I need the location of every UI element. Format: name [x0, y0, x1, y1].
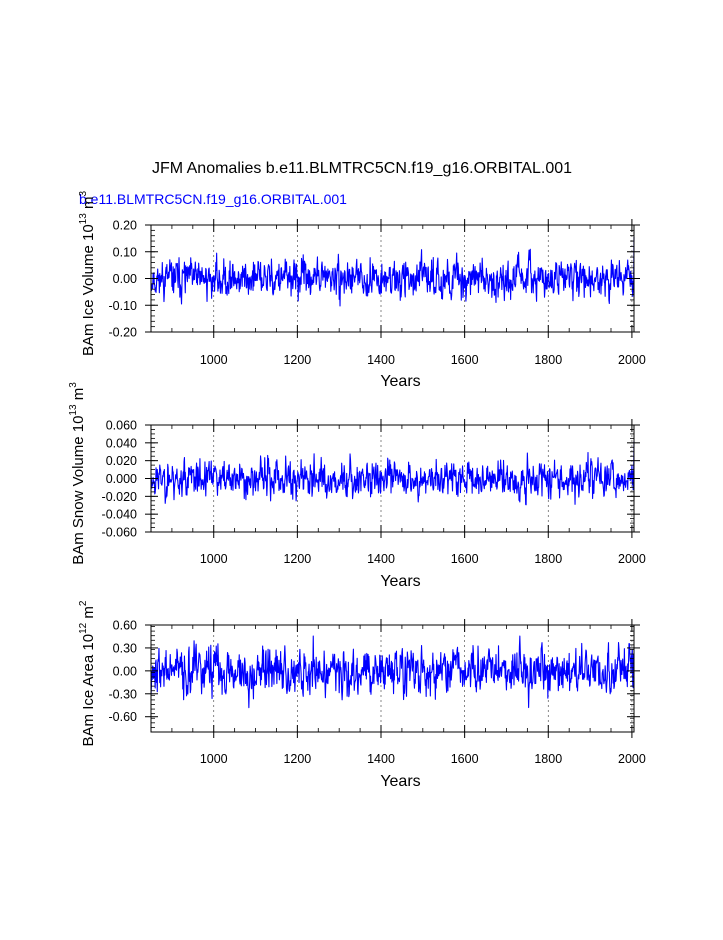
panels-group: -0.20 -0.10 0.00 0.10 0.20 1000 1200 1400 1600 18…	[68, 191, 646, 790]
y-tick-label: -0.040	[102, 508, 137, 522]
figure-title: JFM Anomalies b.e11.BLMTRC5CN.f19_g16.OR…	[152, 160, 572, 177]
x-tick-label: 1400	[367, 752, 395, 766]
x-axis-label: Years	[380, 773, 420, 790]
y-axis-label-unit-exponent: 2	[78, 600, 89, 606]
y-axis-label-exponent: 13	[78, 213, 89, 225]
x-tick-label: 1000	[200, 353, 228, 367]
series-line-snow_volume	[150, 441, 635, 506]
y-axis-label: BAm Snow Volume 1013 m3	[68, 382, 87, 565]
x-tick-label: 1800	[534, 552, 562, 566]
y-axis-label-unit-exponent: 3	[68, 382, 79, 388]
x-axis-label: Years	[380, 373, 420, 390]
y-axis-label-exponent: 13	[68, 404, 79, 416]
y-axis-label-text: BAm Snow Volume 10	[70, 416, 87, 565]
y-tick-label: 0.00	[113, 272, 137, 286]
y-tick-label: 0.020	[106, 454, 137, 468]
y-tick-label: -0.20	[109, 326, 138, 340]
x-tick-label: 1200	[283, 752, 311, 766]
chart-panel-3: -0.60 -0.30 0.00 0.30 0.60 1000 1200 1400 1600 18…	[78, 600, 646, 790]
y-tick-label: -0.60	[109, 710, 138, 724]
x-tick-label: 1000	[200, 552, 228, 566]
x-tick-label: 2000	[618, 353, 646, 367]
y-axis-label: BAm Ice Area 1012 m2	[78, 600, 97, 746]
x-axis-label: Years	[380, 573, 420, 590]
chart-panel-2: -0.060 -0.040 -0.020 0.000 0.020 0.040 0.060 10…	[68, 382, 646, 590]
y-tick-label: 0.060	[106, 419, 137, 433]
y-tick-label: -0.30	[109, 687, 138, 701]
x-tick-label: 1600	[451, 752, 479, 766]
series-line-ice_volume	[150, 237, 635, 307]
x-tick-label: 1800	[534, 353, 562, 367]
y-axis-label-unit: m	[80, 197, 97, 214]
y-tick-label: 0.040	[106, 436, 137, 450]
y-axis-label-unit: m	[80, 606, 97, 623]
y-axis-label: BAm Ice Volume 1013 m3	[78, 191, 97, 357]
y-axis-label-unit-exponent: 3	[78, 191, 89, 197]
x-tick-label: 1400	[367, 353, 395, 367]
plot-frame	[150, 624, 635, 733]
y-tick-label: 0.20	[113, 219, 137, 233]
x-tick-label: 1400	[367, 552, 395, 566]
y-tick-label: 0.60	[113, 619, 137, 633]
y-tick-label: 0.00	[113, 664, 137, 678]
y-tick-label: -0.10	[109, 299, 138, 313]
y-tick-label: 0.10	[113, 245, 137, 259]
chart-panel-1: -0.20 -0.10 0.00 0.10 0.20 1000 1200 1400 1600 18…	[78, 191, 646, 390]
x-tick-label: 1000	[200, 752, 228, 766]
x-tick-label: 2000	[618, 552, 646, 566]
x-tick-label: 1600	[451, 353, 479, 367]
y-tick-label: 0.000	[106, 472, 137, 486]
x-tick-label: 1200	[283, 353, 311, 367]
y-axis-label-text: BAm Ice Area 10	[80, 634, 97, 747]
y-tick-label: -0.020	[102, 490, 137, 504]
y-axis-label-unit: m	[70, 388, 87, 405]
figure-subtitle: b.e11.BLMTRC5CN.f19_g16.ORBITAL.001	[79, 191, 347, 207]
y-tick-label: -0.060	[102, 526, 137, 540]
y-axis-label-text: BAm Ice Volume 10	[80, 224, 97, 356]
x-tick-label: 1200	[283, 552, 311, 566]
series-line-ice_area	[150, 635, 635, 709]
x-tick-label: 2000	[618, 752, 646, 766]
y-axis-label-exponent: 12	[78, 622, 89, 634]
y-tick-label: 0.30	[113, 641, 137, 655]
x-tick-label: 1600	[451, 552, 479, 566]
x-tick-label: 1800	[534, 752, 562, 766]
